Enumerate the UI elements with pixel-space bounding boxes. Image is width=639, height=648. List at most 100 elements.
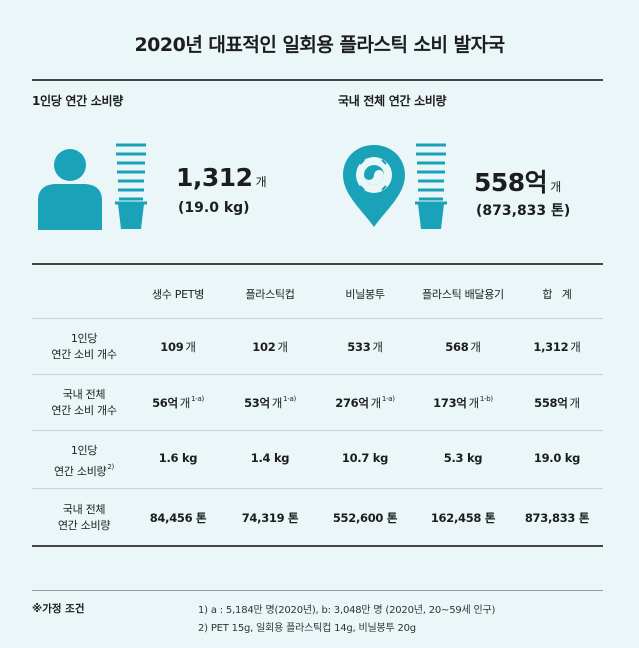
table-cell: 1,312 개 [507,339,607,355]
person-icon [38,149,102,230]
table-cell-value: 1.4 kg [250,451,290,465]
national-count-value: 558억 [474,168,548,197]
table-cell: 276억 개1-a) [315,395,415,411]
table-cell-value: 276억 [335,396,369,410]
per-capita-count-value: 1,312 [176,163,253,192]
table-cell: 1.6 kg [128,451,228,465]
table-cell-unit: 개 [179,396,191,410]
table-cell-unit: 개 [470,340,481,354]
table-cell: 102 개 [220,339,320,355]
notes-label: ※가정 조건 [32,603,85,615]
table-cell-footnote: 1-a) [381,395,395,403]
table-cell-value: 56억 [152,396,178,410]
table-cell-value: 568 [445,340,469,354]
table-cell: 84,456 톤 [128,510,228,526]
table-cell-value: 162,458 톤 [430,511,496,525]
table-divider [32,488,603,489]
table-cell: 1.4 kg [220,451,320,465]
table-cell-footnote: 1-b) [479,395,493,403]
table-cell-value: 10.7 kg [341,451,389,465]
row-header-line-2: 연간 소비 개수 [32,347,136,363]
row-header-line-2-text: 연간 소비량 [54,465,107,478]
table-cell: 53억 개1-a) [220,395,320,411]
table-cell: 109 개 [128,339,228,355]
row-header-line-2: 연간 소비 개수 [32,403,136,419]
table-cell-value: 1,312 [533,340,569,354]
table-cell-unit: 개 [277,340,288,354]
notes-divider [32,590,603,591]
table-cell: 873,833 톤 [507,510,607,526]
table-cell-value: 19.0 kg [533,451,581,465]
table-cell-unit: 개 [468,396,480,410]
table-cell: 558억 개 [507,395,607,411]
per-capita-count: 1,312 개 [176,163,267,192]
row-header-line-2: 연간 소비량2) [32,459,136,480]
korea-location-pin-icon [343,145,405,227]
table-cell-unit: 개 [570,340,581,354]
table-cell-value: 1.6 kg [158,451,198,465]
table-cell-unit: 개 [370,396,382,410]
note-line-2: 2) PET 15g, 일회용 플라스틱컵 14g, 비닐봉투 20g [198,623,416,634]
table-cell-value: 5.3 kg [443,451,483,465]
table-cell: 10.7 kg [315,451,415,465]
note-line-1: 1) a : 5,184만 명(2020년), b: 3,048만 명 (202… [198,605,496,616]
table-cell: 162,458 톤 [413,510,513,526]
per-capita-label: 1인당 연간 소비량 [32,94,123,108]
table-cell: 552,600 톤 [315,510,415,526]
column-header-delivery: 플라스틱 배달용기 [422,288,504,301]
row-header-line-1: 1인당 [70,332,98,345]
table-cell-value: 873,833 톤 [524,511,590,525]
table-cell-unit: 개 [569,396,581,410]
per-capita-count-unit: 개 [255,175,267,189]
table-cell-value: 102 [252,340,276,354]
table-cell: 5.3 kg [413,451,513,465]
table-cell-unit: 개 [372,340,383,354]
divider-top [32,79,603,81]
row-header-line-1: 국내 전체 [62,503,106,516]
table-divider [32,430,603,431]
table-cell-value: 533 [347,340,371,354]
table-cell-value: 74,319 톤 [241,511,299,525]
cup-stack-icon [115,143,147,229]
table-top-border [32,263,603,265]
table-cell-value: 84,456 톤 [149,511,207,525]
cup-stack-icon [415,143,447,229]
table-cell-footnote: 1-a) [191,395,204,403]
table-cell-unit: 개 [185,340,196,354]
table-cell: 56억 개1-a) [128,395,228,411]
table-cell-value: 53억 [244,396,270,410]
table-cell: 173억 개1-b) [413,395,513,411]
row-header-line-2: 연간 소비량 [32,518,136,534]
column-header-cup: 플라스틱컵 [245,288,295,301]
table-cell-value: 109 [160,340,184,354]
national-count: 558억 개 [474,163,561,199]
table-cell-value: 558억 [534,396,568,410]
table-cell-value: 173억 [433,396,467,410]
table-cell: 533 개 [315,339,415,355]
per-capita-weight: (19.0 kg) [178,200,250,216]
table-divider [32,318,603,319]
national-count-unit: 개 [550,180,561,194]
column-header-total: 합 계 [542,288,572,301]
national-weight: (873,833 톤) [476,203,571,219]
row-header-line-1: 국내 전체 [62,388,106,401]
row-header-line-1: 1인당 [70,444,98,457]
table-cell: 19.0 kg [507,451,607,465]
table-cell-unit: 개 [271,396,283,410]
table-divider [32,374,603,375]
table-bottom-border [32,545,603,547]
table-cell-footnote: 1-a) [283,395,296,403]
row-header-line-2-text: 연간 소비 개수 [51,404,117,417]
row-header-footnote: 2) [107,463,114,471]
table-cell: 74,319 톤 [220,510,320,526]
table-cell: 568 개 [413,339,513,355]
row-header-line-2-text: 연간 소비 개수 [51,348,117,361]
national-label: 국내 전체 연간 소비량 [338,94,447,108]
column-header-bag: 비닐봉투 [345,288,385,301]
page-title: 2020년 대표적인 일회용 플라스틱 소비 발자국 [134,34,505,56]
column-header-pet: 생수 PET병 [151,288,205,301]
